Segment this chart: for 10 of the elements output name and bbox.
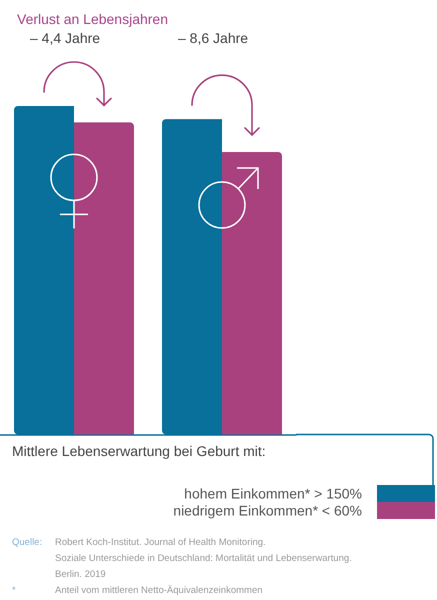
legend-title: Mittlere Lebenserwartung bei Geburt mit: — [12, 443, 266, 459]
bar — [222, 152, 282, 434]
text: – 4,4 Jahre — [30, 30, 100, 47]
legend-label: niedrigem Einkommen* < 60% — [173, 502, 362, 518]
bar — [74, 122, 134, 434]
text: * Anteil vom mittleren Netto-Äquivalenzeinkommen — [12, 585, 263, 596]
text: – 8,6 Jahre — [178, 30, 248, 47]
text: Quelle: Robert Koch-Institut. Journal of Health Monitoring. Soziale Unterschiede in Deutschland: Mortalität und Lebenserwartung. Berlin. 2019 — [12, 537, 352, 580]
chart-title: Verlust an Lebensjahren — [17, 11, 168, 27]
legend-label: hohem Einkommen* > 150% — [184, 486, 362, 502]
